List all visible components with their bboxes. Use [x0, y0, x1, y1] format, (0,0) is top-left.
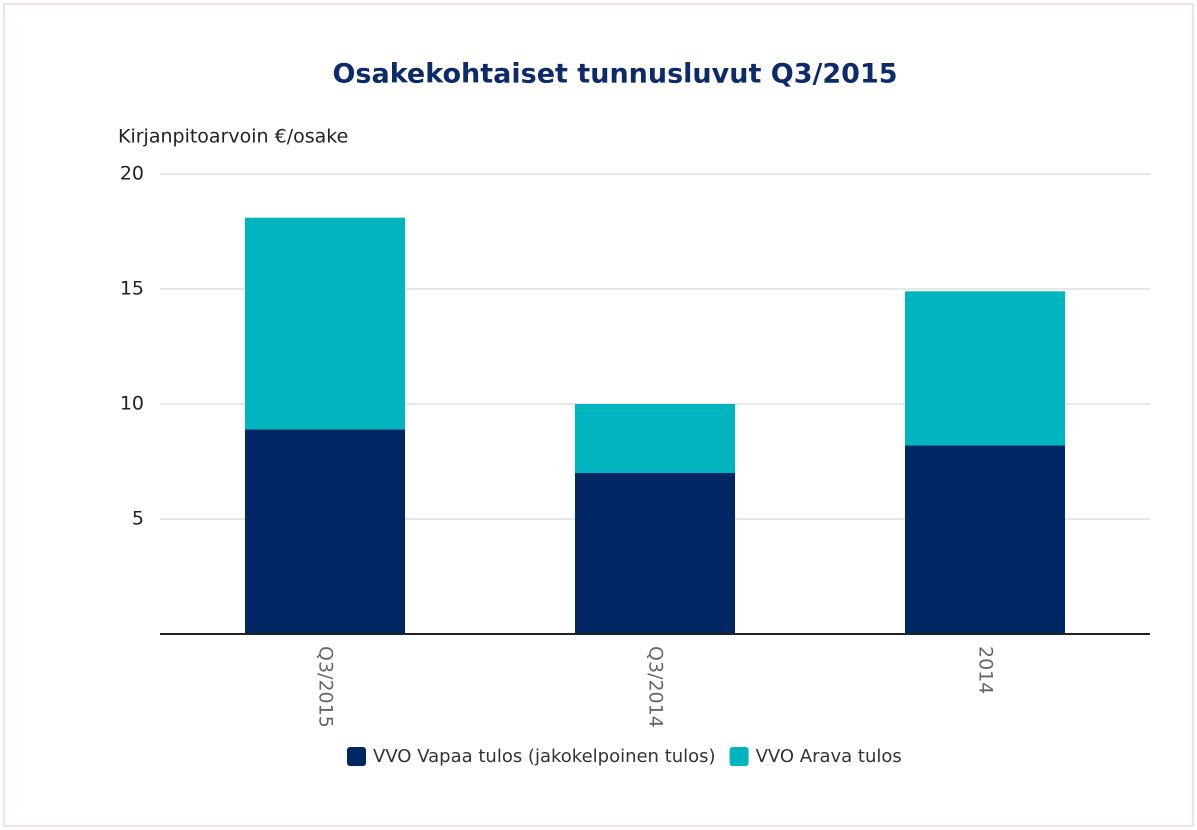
y-tick-label: 10: [120, 393, 144, 415]
legend-swatch: [347, 747, 366, 766]
bar-segment: [904, 445, 1066, 634]
chart-title: Osakekohtaiset tunnusluvut Q3/2015: [332, 59, 897, 90]
y-axis-label: Kirjanpitoarvoin €/osake: [118, 126, 348, 148]
bar-segment: [244, 217, 406, 430]
bar-segment: [244, 429, 406, 634]
x-tick-label: Q3/2014: [645, 646, 667, 728]
legend-label: VVO Arava tulos: [756, 746, 902, 767]
y-tick-label: 20: [120, 163, 144, 185]
bar-segment: [574, 404, 736, 473]
bar-segment: [904, 291, 1066, 446]
y-tick-label: 15: [120, 278, 144, 300]
legend-label: VVO Vapaa tulos (jakokelpoinen tulos): [373, 746, 716, 767]
legend-swatch: [729, 747, 749, 766]
x-tick-label: 2014: [975, 646, 997, 694]
x-tick-label: Q3/2015: [315, 646, 337, 728]
bar-segment: [574, 473, 736, 634]
y-tick-label: 5: [132, 508, 144, 530]
